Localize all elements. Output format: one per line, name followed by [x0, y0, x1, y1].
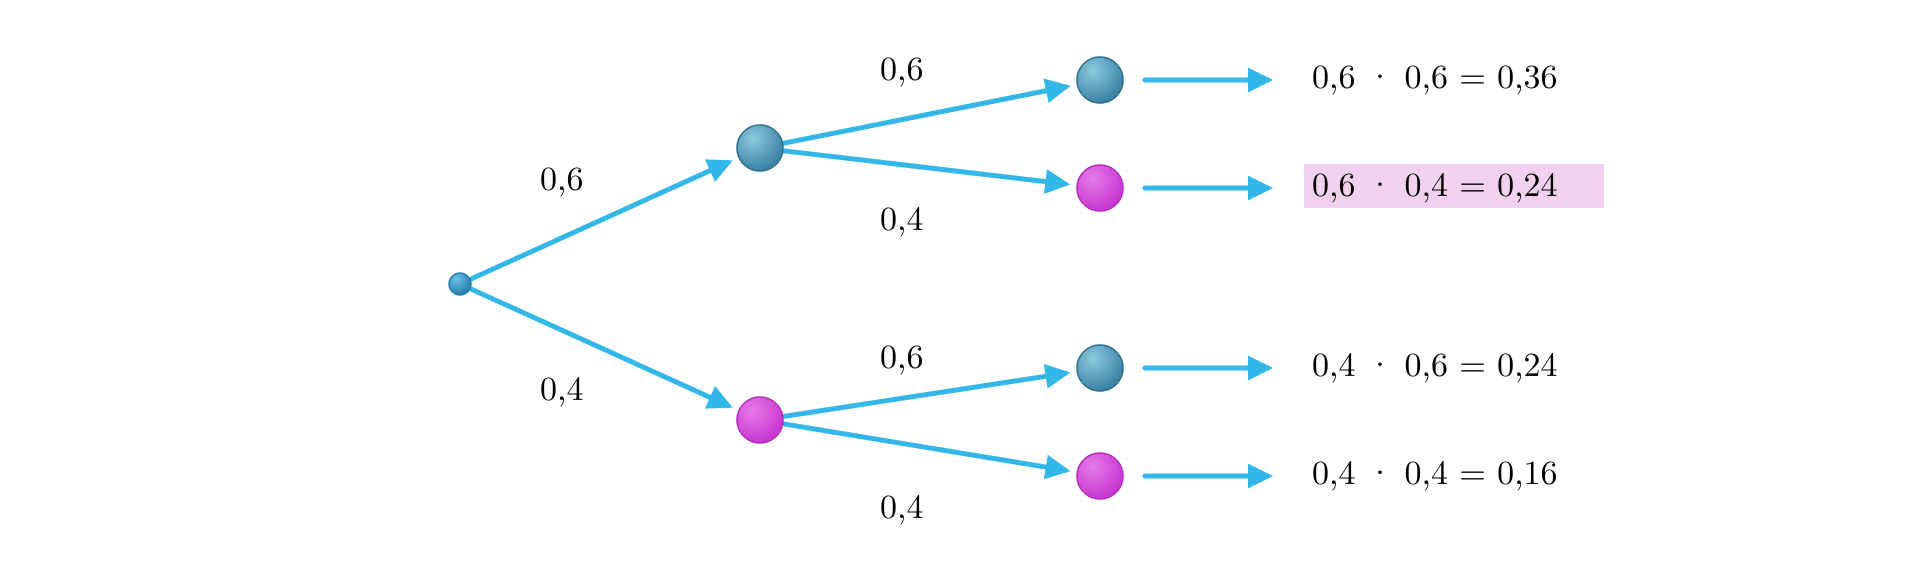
probability-tree-diagram: 0,6 0,4 0,6 0,4 0,6 0,4 0,6 · 0,6 = 0,36 0,6 · …	[0, 0, 1920, 568]
edge-probability-label: 0,6	[880, 330, 923, 378]
tree-node-root	[449, 273, 471, 295]
path-probability-result: 0,6 · 0,6 = 0,36	[1312, 50, 1558, 98]
tree-edge	[785, 87, 1066, 143]
tree-edge	[785, 151, 1065, 184]
tree-edge	[472, 162, 728, 278]
edge-probability-label: 0,4	[880, 192, 923, 240]
tree-node-magenta	[737, 397, 783, 443]
path-probability-result: 0,4 · 0,6 = 0,24	[1312, 338, 1558, 386]
path-probability-result: 0,6 · 0,4 = 0,24	[1312, 158, 1558, 206]
tree-node-blue	[1077, 345, 1123, 391]
tree-node-blue	[1077, 57, 1123, 103]
tree-node-magenta	[1077, 165, 1123, 211]
path-probability-result: 0,4 · 0,4 = 0,16	[1312, 446, 1558, 494]
edge-probability-label: 0,4	[880, 480, 923, 528]
tree-node-magenta	[1077, 453, 1123, 499]
tree-edge	[472, 289, 728, 405]
tree-node-blue	[737, 125, 783, 171]
tree-edge	[785, 424, 1066, 470]
tree-edge	[785, 373, 1066, 416]
edge-probability-label: 0,6	[540, 152, 583, 200]
edge-probability-label: 0,6	[880, 42, 923, 90]
edge-probability-label: 0,4	[540, 362, 583, 410]
